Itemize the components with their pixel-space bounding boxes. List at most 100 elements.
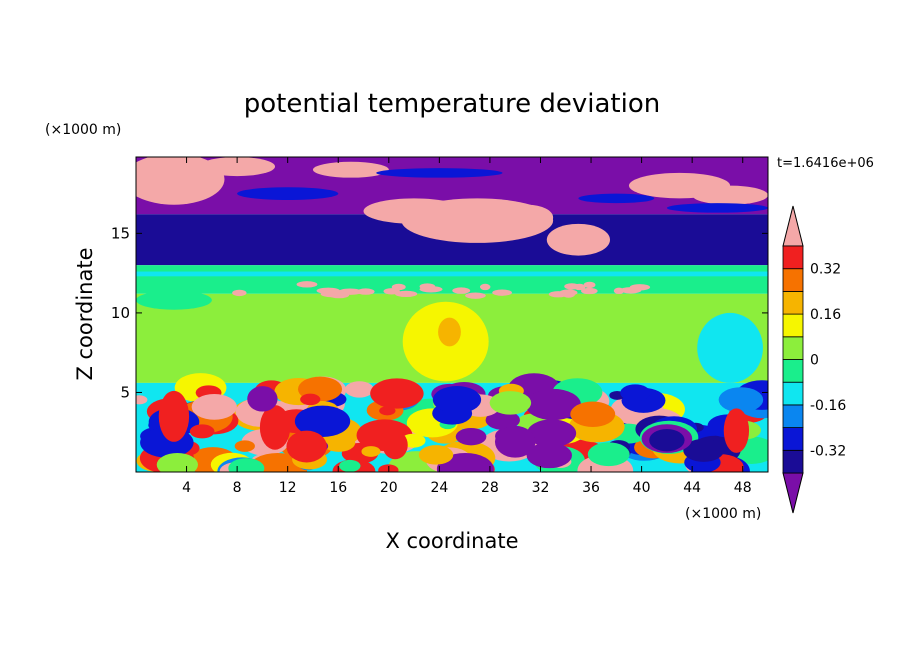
pink-speckle — [452, 287, 471, 294]
colorbar-segment — [782, 381, 804, 406]
red-core — [286, 430, 327, 463]
colorbar-segment — [782, 313, 804, 338]
orange-core — [438, 317, 461, 347]
pink-patch — [692, 185, 768, 205]
turbulence-cell — [587, 442, 630, 467]
pink-speckle — [583, 281, 596, 289]
red-core — [158, 390, 190, 442]
pink-speckle — [559, 289, 578, 296]
colorbar-segment — [782, 404, 804, 428]
red-core — [723, 408, 750, 453]
colorbar-tick-label: 0 — [810, 353, 819, 369]
pink-speckle — [296, 281, 318, 288]
colorbar-tick-label: -0.16 — [810, 398, 846, 414]
x-unit-label: (×1000 m) — [685, 506, 761, 522]
turbulence-cell — [489, 391, 532, 415]
y-unit-label: (×1000 m) — [45, 122, 121, 138]
pink-speckle — [356, 288, 375, 295]
plot-frame — [135, 156, 769, 473]
pink-speckle — [619, 287, 642, 294]
turbulence-cell — [339, 459, 361, 472]
pink-patch — [312, 161, 389, 178]
pink-speckle — [479, 283, 491, 291]
turbulence-cell — [156, 453, 198, 472]
x-tick-label: 32 — [532, 480, 550, 496]
turbulence-cell — [361, 446, 381, 457]
red-core — [382, 430, 408, 460]
x-tick-label: 4 — [182, 480, 191, 496]
turbulence-cell — [191, 394, 237, 420]
blue-wisp — [666, 203, 768, 213]
x-tick-label: 40 — [633, 480, 651, 496]
blue-wisp — [237, 187, 339, 200]
turbulence-cell — [189, 424, 215, 439]
y-axis: 5 10 15 — [111, 224, 768, 401]
x-axis: 4 8 12 16 20 24 28 32 36 40 44 48 — [182, 157, 752, 496]
x-tick-label: 20 — [380, 480, 398, 496]
chart-title: potential temperature deviation — [244, 89, 660, 119]
colorbar-segment — [782, 359, 804, 383]
pink-speckle — [573, 283, 586, 291]
cyan-stripe — [136, 271, 768, 277]
band-stripe — [136, 258, 768, 266]
x-tick-label: 8 — [233, 480, 242, 496]
blue-wisp — [578, 193, 655, 204]
x-tick-label: 28 — [481, 480, 499, 496]
purple-core — [494, 425, 536, 458]
pink-speckle — [465, 292, 486, 299]
turbulence-cell — [526, 442, 572, 469]
y-tick-label: 5 — [120, 383, 130, 401]
x-tick-label: 12 — [279, 480, 297, 496]
turbulence-cell — [234, 440, 255, 452]
turbulence-cell — [322, 433, 356, 452]
turbulence-cell — [294, 405, 351, 437]
turbulence-cell — [379, 406, 396, 416]
dark-blue-core — [649, 429, 685, 452]
colorbar-segment — [782, 268, 804, 292]
pink-speckle — [232, 289, 247, 297]
red-core — [259, 405, 291, 450]
pink-speckle — [492, 289, 512, 296]
turbulence-cell — [620, 384, 651, 402]
turbulence-cell — [525, 388, 581, 421]
turbulence-cell — [136, 395, 148, 405]
y-tick-label: 10 — [111, 304, 130, 322]
turbulence-cell — [228, 458, 265, 472]
colorbar-tick-label: 0.16 — [810, 307, 841, 323]
colorbar-extend-high — [782, 205, 804, 247]
x-tick-label: 16 — [329, 480, 347, 496]
turbulence-cell — [344, 381, 374, 398]
turbulence-cell — [527, 419, 577, 448]
colorbar-segment — [782, 336, 804, 360]
x-axis-title: X coordinate — [385, 529, 518, 553]
band-mid — [136, 265, 768, 294]
colorbar-segment — [782, 449, 804, 474]
colorbar-tick-label: 0.32 — [810, 262, 841, 278]
blue-wisp — [376, 168, 503, 178]
colorbar-segment — [782, 427, 804, 451]
turbulence-cell — [300, 393, 321, 406]
y-axis-title: Z coordinate — [73, 247, 97, 380]
colorbar-segment — [782, 245, 804, 270]
x-tick-label: 24 — [430, 480, 448, 496]
teal-strip — [136, 290, 212, 310]
time-label: t=1.6416e+06 — [777, 156, 874, 171]
purple-core — [247, 386, 278, 412]
pink-patch — [363, 198, 465, 224]
pink-speckle — [328, 291, 350, 299]
turbulence-cell — [683, 438, 724, 462]
turbulence-cell — [432, 386, 482, 414]
turbulence-cell — [718, 387, 764, 413]
colorbar-extend-low — [782, 472, 804, 514]
colorbar: 0.32 0.16 0 -0.16 -0.32 — [782, 205, 846, 514]
pink-speckle — [581, 287, 598, 295]
pink-speckle — [419, 286, 443, 293]
turbulence-cell — [370, 378, 424, 409]
turbulence-cell — [485, 410, 520, 430]
pink-speckle — [394, 290, 418, 298]
x-tick-label: 48 — [734, 480, 752, 496]
contour-field — [136, 157, 768, 472]
x-tick-label: 36 — [582, 480, 600, 496]
turbulence-cell — [455, 427, 487, 446]
